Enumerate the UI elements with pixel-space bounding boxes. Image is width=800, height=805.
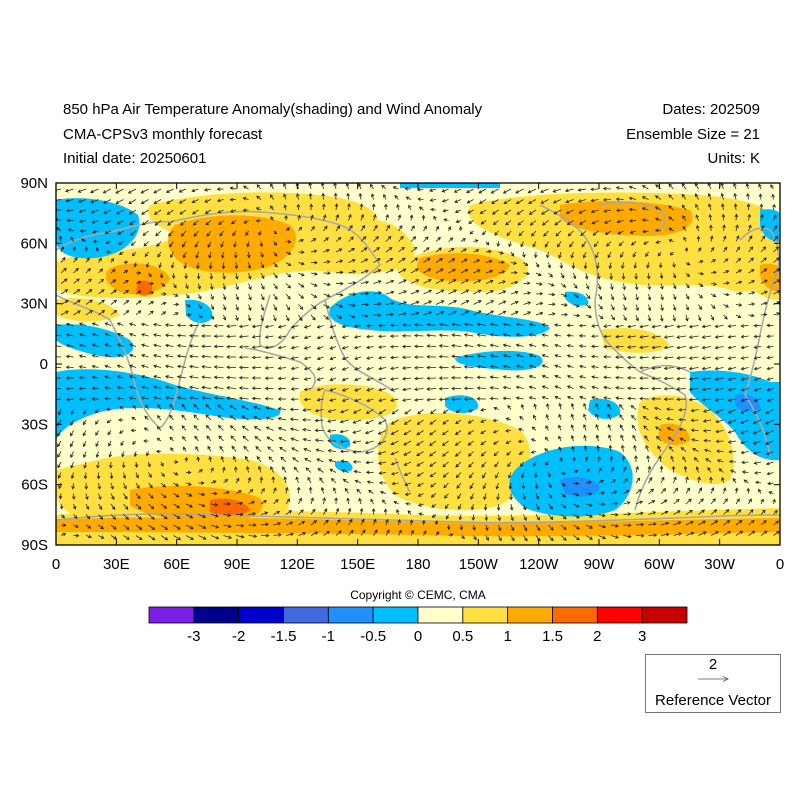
x-tick-label: 30E (103, 556, 130, 573)
wind-vector (665, 389, 674, 390)
x-tick-label: 120E (280, 556, 315, 573)
colorbar-label: 0 (414, 628, 422, 645)
y-tick-label: 90N (20, 175, 48, 192)
y-tick-label: 30S (21, 416, 48, 433)
x-tick-label: 0 (776, 556, 784, 573)
x-tick-label: 120W (519, 556, 559, 573)
reference-vector-magnitude: 2 (646, 656, 780, 673)
y-tick-label: 30N (20, 296, 48, 313)
colorbar-swatch (642, 607, 687, 623)
colorbar: -3 -2 -1.5 -1 -0.5 0 0.5 1 1.5 2 3 (149, 607, 687, 645)
colorbar-swatch (463, 607, 508, 623)
colorbar-swatch (328, 607, 373, 623)
colorbar-label: 2 (593, 628, 601, 645)
colorbar-swatch (597, 607, 642, 623)
x-tick-label: 180 (405, 556, 430, 573)
colorbar-swatch (239, 607, 284, 623)
y-tick-label: 60S (21, 477, 48, 494)
y-tick-label: 0 (40, 356, 48, 373)
colorbar-label: -0.5 (360, 628, 386, 645)
reference-vector-label: Reference Vector (646, 692, 780, 709)
colorbar-label: 3 (638, 628, 646, 645)
x-tick-label: 30W (704, 556, 736, 573)
x-tick-label: 60E (163, 556, 190, 573)
reference-arrow-icon (698, 676, 730, 682)
x-tick-label: 150W (459, 556, 499, 573)
colorbar-swatch (373, 607, 418, 623)
y-tick-label: 60N (20, 235, 48, 252)
colorbar-label: -3 (187, 628, 200, 645)
x-tick-label: 60W (644, 556, 676, 573)
x-tick-label: 90E (224, 556, 251, 573)
colorbar-swatch (149, 607, 194, 623)
colorbar-label: 1 (503, 628, 511, 645)
colorbar-swatch (284, 607, 329, 623)
x-tick-label: 0 (52, 556, 60, 573)
colorbar-swatch (418, 607, 463, 623)
colorbar-label: -1.5 (271, 628, 297, 645)
colorbar-swatch (194, 607, 239, 623)
colorbar-label: -2 (232, 628, 245, 645)
colorbar-label: 1.5 (542, 628, 563, 645)
x-tick-label: 90W (584, 556, 616, 573)
colorbar-swatch (508, 607, 553, 623)
colorbar-swatch (553, 607, 598, 623)
x-tick-label: 150E (340, 556, 375, 573)
copyright-text: Copyright © CEMC, CMA (0, 588, 800, 602)
reference-vector-box: 2 Reference Vector (645, 654, 781, 713)
y-tick-label: 90S (21, 537, 48, 554)
colorbar-label: 0.5 (452, 628, 473, 645)
colorbar-label: -1 (322, 628, 335, 645)
wind-vector (677, 399, 686, 400)
